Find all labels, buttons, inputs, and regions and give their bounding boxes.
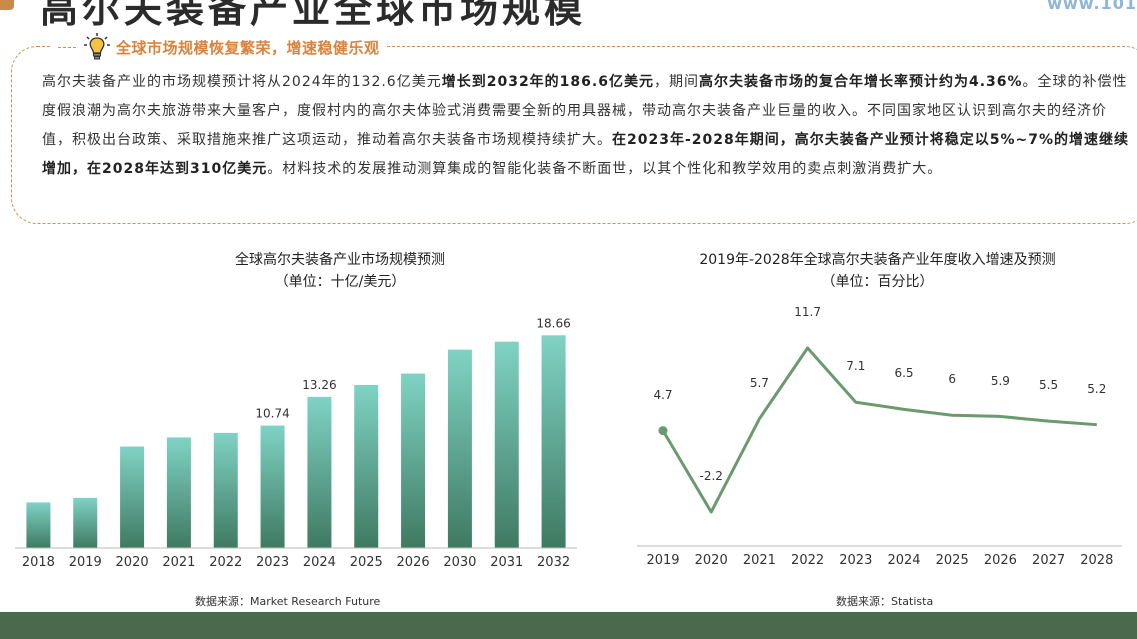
data-label: 4.7 bbox=[653, 388, 672, 402]
x-tick-label: 2022 bbox=[791, 553, 824, 568]
x-tick-label: 2025 bbox=[936, 553, 969, 568]
bar bbox=[494, 341, 519, 548]
x-tick-label: 2028 bbox=[1080, 553, 1113, 568]
bar bbox=[401, 373, 426, 548]
x-tick-label: 2027 bbox=[1032, 553, 1065, 568]
x-tick-label: 2020 bbox=[695, 553, 728, 568]
line-chart-title: 2019年-2028年全球高尔夫装备产业年度收入增速及预测 bbox=[699, 252, 1056, 268]
line-chart: 2019 4.7 2020 -2.2 2021 5.7 2022 11.7 2023 7.1 202… bbox=[637, 305, 1122, 568]
data-label: 11.7 bbox=[794, 305, 821, 319]
x-tick-label: 2025 bbox=[350, 555, 383, 570]
data-label: -2.2 bbox=[699, 469, 722, 483]
bar-chart-unit: （单位：十亿/美元） bbox=[274, 274, 406, 290]
bar-chart-source: 数据来源：Market Research Future bbox=[195, 595, 381, 608]
bar bbox=[213, 432, 238, 548]
left-corner-decoration bbox=[0, 0, 14, 10]
x-tick-label: 2019 bbox=[646, 553, 679, 568]
bar bbox=[541, 335, 566, 548]
bar bbox=[120, 446, 145, 548]
bar bbox=[447, 349, 472, 548]
bar-chart: 2018 2019 2020 2021 2022 2023 10.74 2024 13.26 20… bbox=[15, 316, 577, 570]
x-tick-label: 2021 bbox=[162, 555, 195, 570]
x-tick-label: 2018 bbox=[22, 555, 55, 570]
summary-highlight: 增长到2032年的186.6亿美元 bbox=[441, 74, 654, 90]
summary-text-segment: 高尔夫装备产业的市场规模预计将从2024年的132.6亿美元 bbox=[42, 74, 442, 90]
x-tick-label: 2032 bbox=[537, 555, 570, 570]
bar-chart-title: 全球高尔夫装备产业市场规模预测 bbox=[235, 252, 445, 268]
page-title: 高尔夫装备产业全球市场规模 bbox=[40, 0, 587, 31]
line-chart-source: 数据来源：Statista bbox=[836, 595, 934, 608]
x-tick-label: 2026 bbox=[984, 553, 1017, 568]
line-chart-unit: （单位：百分比） bbox=[821, 274, 934, 290]
x-tick-label: 2026 bbox=[397, 555, 430, 570]
data-label: 5.2 bbox=[1087, 382, 1106, 396]
website-watermark: www.101 bbox=[1047, 0, 1137, 13]
summary-heading: 全球市场规模恢复繁荣，增速稳健乐观 bbox=[116, 38, 380, 57]
data-label: 6 bbox=[948, 372, 956, 386]
summary-highlight: 高尔夫装备市场的复合年增长率预计约为4.36% bbox=[698, 74, 1023, 90]
x-tick-label: 2024 bbox=[303, 555, 336, 570]
start-point bbox=[658, 426, 668, 436]
series-line bbox=[661, 346, 1097, 514]
data-label: 13.26 bbox=[302, 378, 336, 392]
bar bbox=[307, 396, 332, 548]
data-label: 6.5 bbox=[894, 366, 913, 380]
summary-paragraph: 高尔夫装备产业的市场规模预计将从2024年的132.6亿美元增长到2032年的1… bbox=[42, 68, 1132, 184]
bar bbox=[354, 384, 379, 548]
bar bbox=[73, 497, 98, 548]
x-tick-label: 2020 bbox=[116, 555, 149, 570]
data-label: 10.74 bbox=[255, 407, 289, 421]
lightbulb-icon bbox=[84, 33, 110, 60]
x-tick-label: 2030 bbox=[443, 555, 476, 570]
summary-text-segment: 。全球的补偿性度假浪潮为高尔夫旅游带来大量客户，度假村内的高尔夫体验式消费需要全… bbox=[42, 74, 1128, 148]
x-tick-label: 2019 bbox=[69, 555, 102, 570]
x-tick-label: 2024 bbox=[887, 553, 920, 568]
x-tick-label: 2022 bbox=[209, 555, 242, 570]
summary-box bbox=[11, 46, 1137, 224]
bar bbox=[260, 425, 285, 548]
summary-text-segment: ，期间 bbox=[653, 74, 699, 90]
line-chart-title-block: 2019年-2028年全球高尔夫装备产业年度收入增速及预测 （单位：百分比） bbox=[645, 249, 1110, 293]
bottom-bar bbox=[0, 612, 1137, 639]
header-dash-line bbox=[58, 46, 76, 48]
data-label: 5.7 bbox=[750, 376, 769, 390]
data-label: 7.1 bbox=[846, 359, 865, 373]
x-tick-label: 2023 bbox=[839, 553, 872, 568]
summary-text-segment: 。材料技术的发展推动测算集成的智能化装备不断面世，以其个性化和教学效用的卖点刺激… bbox=[267, 161, 943, 177]
bar bbox=[166, 437, 191, 548]
data-label: 5.5 bbox=[1039, 378, 1058, 392]
summary-header: 全球市场规模恢复繁荣，增速稳健乐观 bbox=[52, 32, 386, 62]
bar bbox=[26, 502, 51, 548]
x-tick-label: 2023 bbox=[256, 555, 289, 570]
data-label: 18.66 bbox=[536, 316, 570, 330]
x-tick-label: 2021 bbox=[743, 553, 776, 568]
bar-chart-title-block: 全球高尔夫装备产业市场规模预测 （单位：十亿/美元） bbox=[150, 249, 530, 293]
summary-highlight: 在2023年-2028年期间，高尔夫装备产业预计将稳定以5%~7%的增速继续增加… bbox=[42, 132, 1130, 177]
data-label: 5.9 bbox=[991, 374, 1010, 388]
x-tick-label: 2031 bbox=[490, 555, 523, 570]
